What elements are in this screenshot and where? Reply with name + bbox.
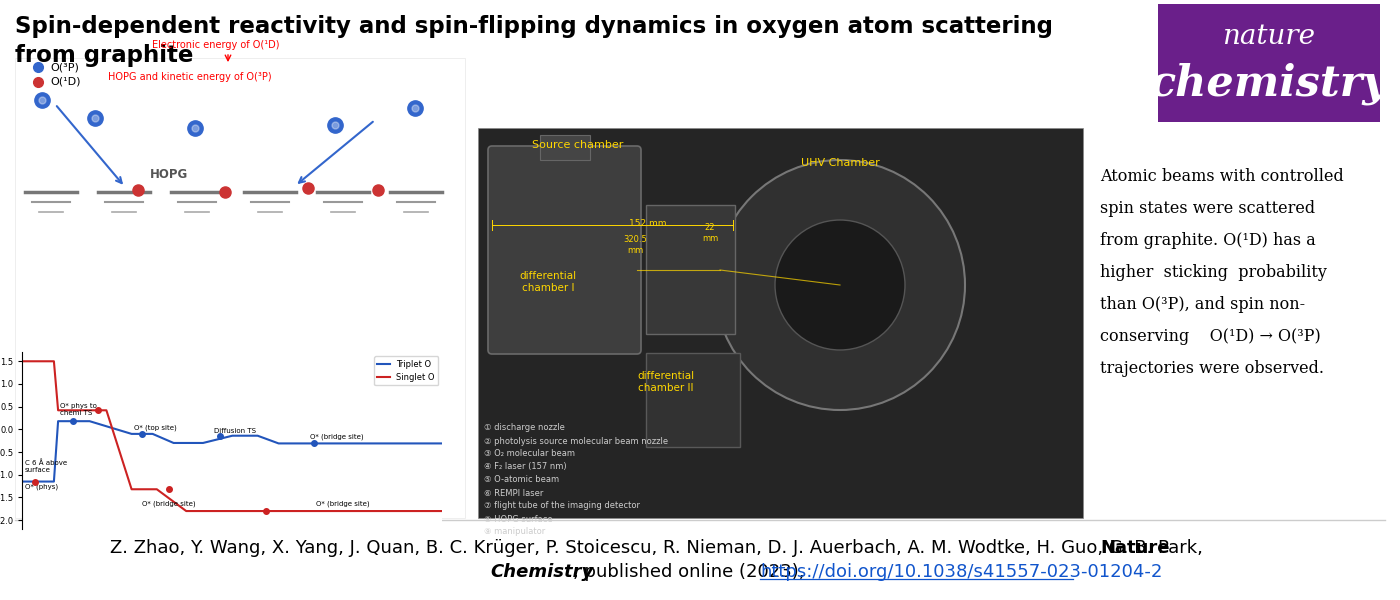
Text: ⑥ REMPI laser: ⑥ REMPI laser	[484, 488, 543, 497]
Text: 152 mm: 152 mm	[629, 218, 666, 227]
Text: , published online (2023),: , published online (2023),	[573, 563, 811, 581]
Text: O* (bridge site): O* (bridge site)	[316, 500, 370, 507]
Text: HOPG: HOPG	[150, 168, 188, 181]
Text: ⑦ flight tube of the imaging detector: ⑦ flight tube of the imaging detector	[484, 502, 640, 511]
Text: O* phys to
chemi TS: O* phys to chemi TS	[60, 403, 97, 416]
Text: O(³P): O(³P)	[50, 62, 78, 72]
Text: ⑧ HOPG surface: ⑧ HOPG surface	[484, 514, 553, 523]
Text: ④ F₂ laser (157 nm): ④ F₂ laser (157 nm)	[484, 463, 567, 472]
Text: nature: nature	[1222, 22, 1316, 49]
Bar	[540, 135, 589, 160]
Text: ⑤ O-atomic beam: ⑤ O-atomic beam	[484, 475, 559, 485]
Text: HOPG and kinetic energy of O(³P): HOPG and kinetic energy of O(³P)	[108, 72, 272, 82]
FancyBboxPatch shape	[1158, 4, 1380, 122]
Text: from graphite. O(¹D) has a: from graphite. O(¹D) has a	[1100, 232, 1316, 249]
Text: C 6 Å above
surface: C 6 Å above surface	[25, 460, 67, 473]
Text: higher  sticking  probability: higher sticking probability	[1100, 264, 1327, 281]
Legend: Triplet O, Singlet O: Triplet O, Singlet O	[374, 356, 438, 385]
Text: conserving    O(¹D) → O(³P): conserving O(¹D) → O(³P)	[1100, 328, 1320, 345]
Text: Chemistry: Chemistry	[490, 563, 594, 581]
Text: https://doi.org/10.1038/s41557-023-01204-2: https://doi.org/10.1038/s41557-023-01204…	[760, 563, 1162, 581]
Text: O* (bridge site): O* (bridge site)	[309, 433, 364, 440]
Text: from graphite: from graphite	[15, 44, 193, 67]
Text: Source chamber: Source chamber	[532, 140, 623, 150]
Text: ⑨ manipulator: ⑨ manipulator	[484, 527, 545, 536]
Text: O* (bridge site): O* (bridge site)	[143, 500, 196, 507]
Text: Z. Zhao, Y. Wang, X. Yang, J. Quan, B. C. Krüger, P. Stoicescu, R. Nieman, D. J.: Z. Zhao, Y. Wang, X. Yang, J. Quan, B. C…	[111, 539, 1208, 557]
Text: ② photolysis source molecular beam nozzle: ② photolysis source molecular beam nozzl…	[484, 437, 668, 445]
Text: Spin-dependent reactivity and spin-flipping dynamics in oxygen atom scattering: Spin-dependent reactivity and spin-flipp…	[15, 15, 1053, 38]
Text: 320.5
mm: 320.5 mm	[623, 235, 647, 254]
Text: UHV Chamber: UHV Chamber	[801, 158, 879, 168]
Text: Atomic beams with controlled: Atomic beams with controlled	[1100, 168, 1344, 185]
Bar	[477, 128, 1084, 518]
Text: differential
chamber I: differential chamber I	[519, 271, 577, 293]
FancyBboxPatch shape	[645, 205, 735, 334]
Text: ③ O₂ molecular beam: ③ O₂ molecular beam	[484, 449, 575, 458]
Text: O* (top site): O* (top site)	[133, 424, 176, 431]
FancyBboxPatch shape	[489, 146, 641, 354]
Bar	[15, 58, 465, 518]
Text: ① discharge nozzle: ① discharge nozzle	[484, 424, 564, 433]
Circle shape	[715, 160, 965, 410]
Text: Nature: Nature	[1100, 539, 1169, 557]
Text: than O(³P), and spin non-: than O(³P), and spin non-	[1100, 296, 1305, 313]
Text: O(¹D): O(¹D)	[50, 77, 81, 87]
Text: trajectories were observed.: trajectories were observed.	[1100, 360, 1324, 377]
Text: spin states were scattered: spin states were scattered	[1100, 200, 1315, 217]
Text: Electronic energy of O(¹D): Electronic energy of O(¹D)	[153, 40, 280, 50]
Text: 22
mm: 22 mm	[701, 223, 718, 242]
Text: differential
chamber II: differential chamber II	[637, 371, 694, 393]
FancyBboxPatch shape	[645, 353, 741, 447]
Circle shape	[776, 220, 904, 350]
Text: Diffusion TS: Diffusion TS	[213, 428, 255, 434]
Text: chemistry: chemistry	[1149, 63, 1389, 105]
Text: O* (phys): O* (phys)	[25, 484, 57, 490]
